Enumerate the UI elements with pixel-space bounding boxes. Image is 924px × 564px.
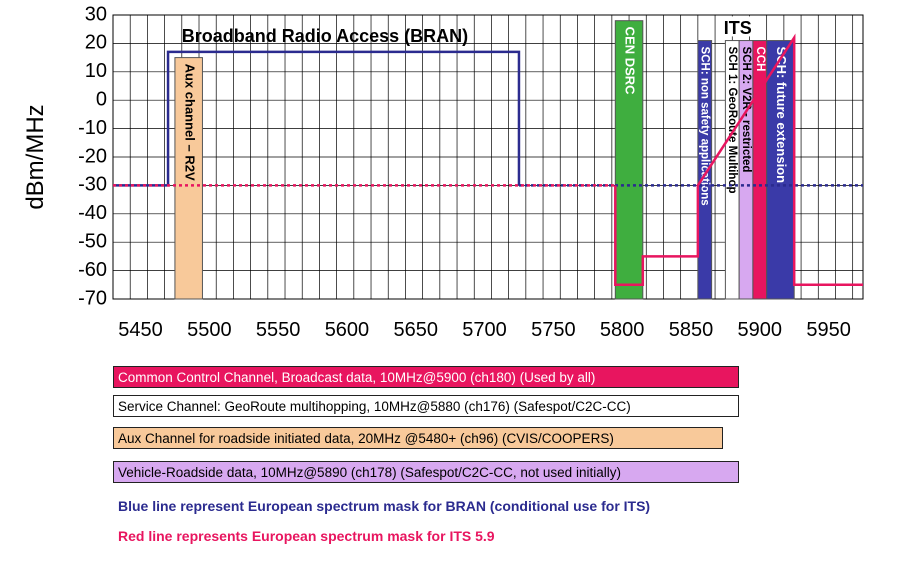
legend-service-channel: Service Channel: GeoRoute multihopping, …: [113, 395, 739, 417]
x-tick-label: 5500: [187, 319, 232, 341]
y-tick-label: -50: [78, 230, 107, 252]
x-tick-label: 5600: [325, 319, 370, 341]
legend-vehicle-roadside: Vehicle-Roadside data, 10MHz@5890 (ch178…: [113, 461, 739, 483]
y-tick-label: -40: [78, 202, 107, 224]
its-label-bg: [716, 16, 757, 37]
band-label-5: CCH: [754, 47, 766, 72]
x-tick-label: 5450: [118, 319, 163, 341]
y-tick-label: -30: [78, 174, 107, 196]
x-tick-label: 5750: [531, 319, 576, 341]
y-tick-label: -60: [78, 259, 107, 281]
y-tick-label: 20: [85, 32, 107, 54]
band-6: [766, 40, 795, 300]
legend-cch: Common Control Channel, Broadcast data, …: [113, 366, 739, 388]
band-label-3: SCH 1: GeoRoute Multihop: [726, 47, 738, 194]
band-label-0: Aux channel – R2V: [182, 64, 197, 181]
y-tick-label: -70: [78, 287, 107, 309]
note-blue-line: Blue line represent European spectrum ma…: [118, 498, 651, 514]
band-label-1: CEN DSRC: [623, 27, 638, 96]
y-tick-label: 10: [85, 60, 107, 82]
band-5: [752, 40, 768, 300]
band-label-6: SCH: future extension: [774, 47, 789, 184]
y-tick-label: -20: [78, 145, 107, 167]
x-tick-label: 5850: [669, 319, 714, 341]
bran-label: Broadband Radio Access (BRAN): [182, 26, 468, 46]
band-0: [174, 57, 203, 300]
band-1: [614, 20, 644, 300]
note-red-line: Red line represents European spectrum ma…: [118, 528, 495, 544]
x-tick-label: 5950: [806, 319, 851, 341]
spectrum-chart: Aux channel – R2V CEN DSRC SCH: non safety…: [22, 3, 864, 341]
x-tick-label: 5800: [600, 319, 645, 341]
x-tick-label: 5700: [462, 319, 507, 341]
series-its-solid: [614, 33, 863, 287]
its-label: ITS: [724, 18, 752, 38]
band-2: [697, 40, 713, 300]
x-tick-label: 5900: [738, 319, 783, 341]
legend-aux-channel: Aux Channel for roadside initiated data,…: [113, 427, 723, 449]
band-label-2: SCH: non safety applications: [699, 47, 711, 206]
y-tick-label: -10: [78, 117, 107, 139]
x-tick-label: 5550: [256, 319, 301, 341]
x-tick-label: 5650: [394, 319, 439, 341]
y-axis-label: dBm/MHz: [22, 104, 49, 209]
y-tick-label: 30: [85, 3, 107, 25]
y-tick-label: 0: [96, 88, 107, 110]
